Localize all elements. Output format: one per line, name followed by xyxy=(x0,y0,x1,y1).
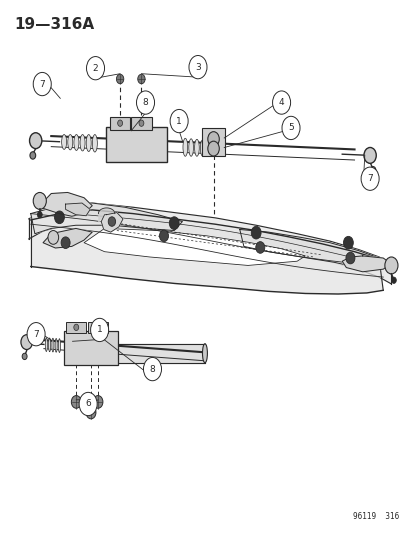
Bar xyxy=(88,321,107,333)
Circle shape xyxy=(159,230,168,241)
Circle shape xyxy=(272,91,290,114)
Bar xyxy=(131,117,151,130)
Text: 8: 8 xyxy=(142,98,148,107)
Polygon shape xyxy=(37,192,92,216)
Ellipse shape xyxy=(48,338,50,352)
Circle shape xyxy=(390,277,395,284)
FancyBboxPatch shape xyxy=(202,128,225,156)
Text: 19—316A: 19—316A xyxy=(14,17,94,32)
Circle shape xyxy=(108,217,115,227)
Ellipse shape xyxy=(92,134,97,152)
Circle shape xyxy=(71,395,81,408)
Text: 96119  316: 96119 316 xyxy=(353,512,399,521)
Circle shape xyxy=(384,257,397,274)
FancyBboxPatch shape xyxy=(64,331,118,365)
Polygon shape xyxy=(43,229,92,248)
Circle shape xyxy=(30,152,36,159)
Bar xyxy=(66,321,86,333)
Ellipse shape xyxy=(74,134,79,150)
Ellipse shape xyxy=(206,140,210,156)
Text: 2: 2 xyxy=(93,63,98,72)
Circle shape xyxy=(22,353,27,360)
Circle shape xyxy=(90,318,108,342)
Text: 7: 7 xyxy=(366,174,372,183)
Ellipse shape xyxy=(200,140,204,156)
Circle shape xyxy=(188,55,206,79)
Ellipse shape xyxy=(68,134,73,150)
Ellipse shape xyxy=(183,138,187,156)
Circle shape xyxy=(255,241,264,253)
Ellipse shape xyxy=(188,139,193,156)
Polygon shape xyxy=(31,203,182,233)
Circle shape xyxy=(360,167,378,190)
Ellipse shape xyxy=(52,338,54,352)
Text: 3: 3 xyxy=(195,63,200,71)
Ellipse shape xyxy=(211,141,216,156)
Circle shape xyxy=(29,133,42,149)
Polygon shape xyxy=(342,256,390,272)
Circle shape xyxy=(136,91,154,114)
Circle shape xyxy=(55,211,64,224)
Text: 4: 4 xyxy=(278,98,284,107)
Circle shape xyxy=(169,217,179,230)
Ellipse shape xyxy=(80,134,85,151)
Text: 7: 7 xyxy=(33,330,39,338)
Circle shape xyxy=(33,192,46,209)
Polygon shape xyxy=(84,229,305,265)
Circle shape xyxy=(170,109,188,133)
Polygon shape xyxy=(239,230,382,269)
FancyBboxPatch shape xyxy=(105,127,166,162)
Circle shape xyxy=(48,231,59,244)
Circle shape xyxy=(21,335,32,350)
Circle shape xyxy=(369,166,375,174)
Text: 8: 8 xyxy=(149,365,155,374)
Circle shape xyxy=(86,406,96,419)
Circle shape xyxy=(61,237,70,248)
Circle shape xyxy=(117,120,122,126)
Circle shape xyxy=(95,324,100,330)
Circle shape xyxy=(343,236,352,249)
Circle shape xyxy=(93,395,103,408)
Polygon shape xyxy=(101,213,123,232)
Ellipse shape xyxy=(202,344,207,363)
Ellipse shape xyxy=(45,338,47,351)
Text: 1: 1 xyxy=(97,326,102,335)
Circle shape xyxy=(37,212,42,218)
Bar xyxy=(109,117,130,130)
Polygon shape xyxy=(28,203,390,284)
Circle shape xyxy=(281,116,299,140)
Circle shape xyxy=(138,74,145,84)
Circle shape xyxy=(33,72,51,96)
Ellipse shape xyxy=(55,338,57,352)
Polygon shape xyxy=(65,203,90,216)
Circle shape xyxy=(207,132,219,147)
Circle shape xyxy=(79,392,97,416)
Circle shape xyxy=(27,322,45,346)
Polygon shape xyxy=(31,210,382,294)
Text: 7: 7 xyxy=(39,79,45,88)
Ellipse shape xyxy=(194,139,199,156)
Circle shape xyxy=(363,148,375,163)
Ellipse shape xyxy=(86,134,91,151)
Circle shape xyxy=(139,120,144,126)
Ellipse shape xyxy=(58,338,60,352)
Circle shape xyxy=(345,252,354,264)
Circle shape xyxy=(74,324,78,330)
Circle shape xyxy=(207,141,219,156)
Circle shape xyxy=(116,74,123,84)
Ellipse shape xyxy=(62,134,66,149)
Circle shape xyxy=(143,358,161,381)
Text: 5: 5 xyxy=(287,124,293,132)
Circle shape xyxy=(86,56,104,80)
Text: 6: 6 xyxy=(85,400,91,408)
Text: 1: 1 xyxy=(176,117,182,126)
Circle shape xyxy=(251,227,261,239)
